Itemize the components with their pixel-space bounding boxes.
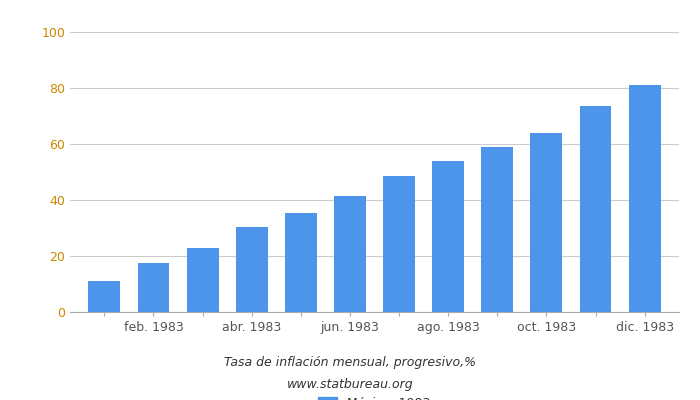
Bar xyxy=(334,196,366,312)
Bar xyxy=(629,85,661,312)
Bar xyxy=(187,248,218,312)
Bar xyxy=(88,281,120,312)
Bar xyxy=(285,213,317,312)
Bar xyxy=(580,106,612,312)
Bar xyxy=(482,147,513,312)
Text: Tasa de inflación mensual, progresivo,%: Tasa de inflación mensual, progresivo,% xyxy=(224,356,476,369)
Bar xyxy=(383,176,415,312)
Bar xyxy=(236,226,267,312)
Bar xyxy=(432,161,464,312)
Text: www.statbureau.org: www.statbureau.org xyxy=(287,378,413,391)
Bar xyxy=(531,133,562,312)
Bar xyxy=(137,263,169,312)
Legend: México, 1983: México, 1983 xyxy=(318,397,430,400)
